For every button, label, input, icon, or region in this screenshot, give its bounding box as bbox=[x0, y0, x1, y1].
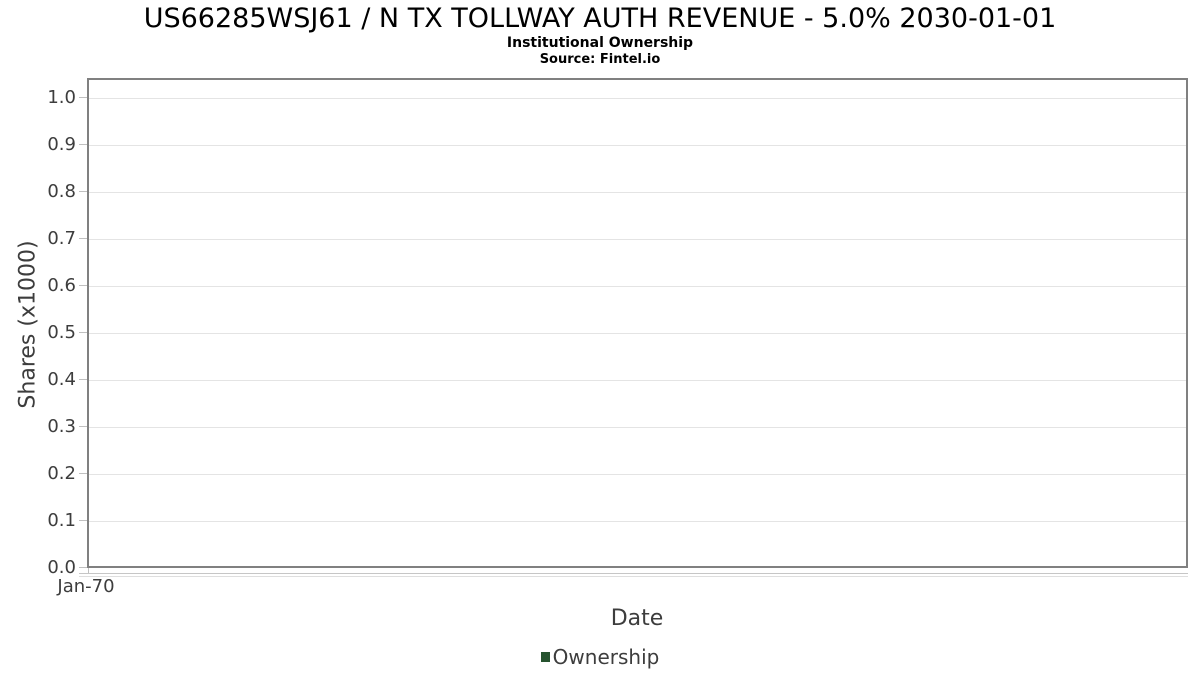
x-tick-label: Jan-70 bbox=[57, 576, 115, 597]
chart-subtitle: Institutional Ownership bbox=[506, 35, 694, 51]
y-tick-label: 0.1 bbox=[47, 510, 76, 531]
gridline bbox=[89, 286, 1186, 287]
gridline bbox=[89, 474, 1186, 475]
y-tick bbox=[79, 97, 87, 98]
x-axis-line bbox=[79, 573, 1188, 574]
gridline bbox=[89, 380, 1186, 381]
gridline bbox=[89, 98, 1186, 99]
y-tick bbox=[79, 473, 87, 474]
x-tick bbox=[88, 568, 89, 573]
y-tick bbox=[79, 285, 87, 286]
x-axis-title: Date bbox=[610, 606, 664, 631]
y-tick bbox=[79, 332, 87, 333]
y-tick bbox=[79, 191, 87, 192]
gridline bbox=[89, 333, 1186, 334]
y-tick-label: 0.4 bbox=[47, 369, 76, 390]
y-tick-label: 0.0 bbox=[47, 557, 76, 578]
y-tick-label: 1.0 bbox=[47, 87, 76, 108]
gridline bbox=[89, 427, 1186, 428]
y-tick-label: 0.2 bbox=[47, 463, 76, 484]
y-tick-label: 0.8 bbox=[47, 181, 76, 202]
ownership-series-marker-icon bbox=[540, 652, 550, 662]
x-axis-line bbox=[79, 576, 1188, 577]
legend-label: Ownership bbox=[552, 645, 660, 669]
gridline bbox=[89, 521, 1186, 522]
y-tick bbox=[79, 567, 87, 568]
y-tick bbox=[79, 520, 87, 521]
y-tick-label: 0.6 bbox=[47, 275, 76, 296]
gridline bbox=[89, 239, 1186, 240]
y-tick bbox=[79, 379, 87, 380]
y-tick-label: 0.7 bbox=[47, 228, 76, 249]
chart-source-note: Source: Fintel.io bbox=[539, 52, 661, 67]
y-tick bbox=[79, 238, 87, 239]
y-tick-label: 0.9 bbox=[47, 134, 76, 155]
plot-area bbox=[87, 78, 1188, 568]
y-tick bbox=[79, 426, 87, 427]
y-tick-label: 0.3 bbox=[47, 416, 76, 437]
y-tick-label: 0.5 bbox=[47, 322, 76, 343]
gridline bbox=[89, 192, 1186, 193]
y-tick bbox=[79, 144, 87, 145]
legend: Ownership bbox=[0, 645, 1200, 669]
gridline bbox=[89, 145, 1186, 146]
chart-title: US66285WSJ61 / N TX TOLLWAY AUTH REVENUE… bbox=[143, 3, 1057, 34]
